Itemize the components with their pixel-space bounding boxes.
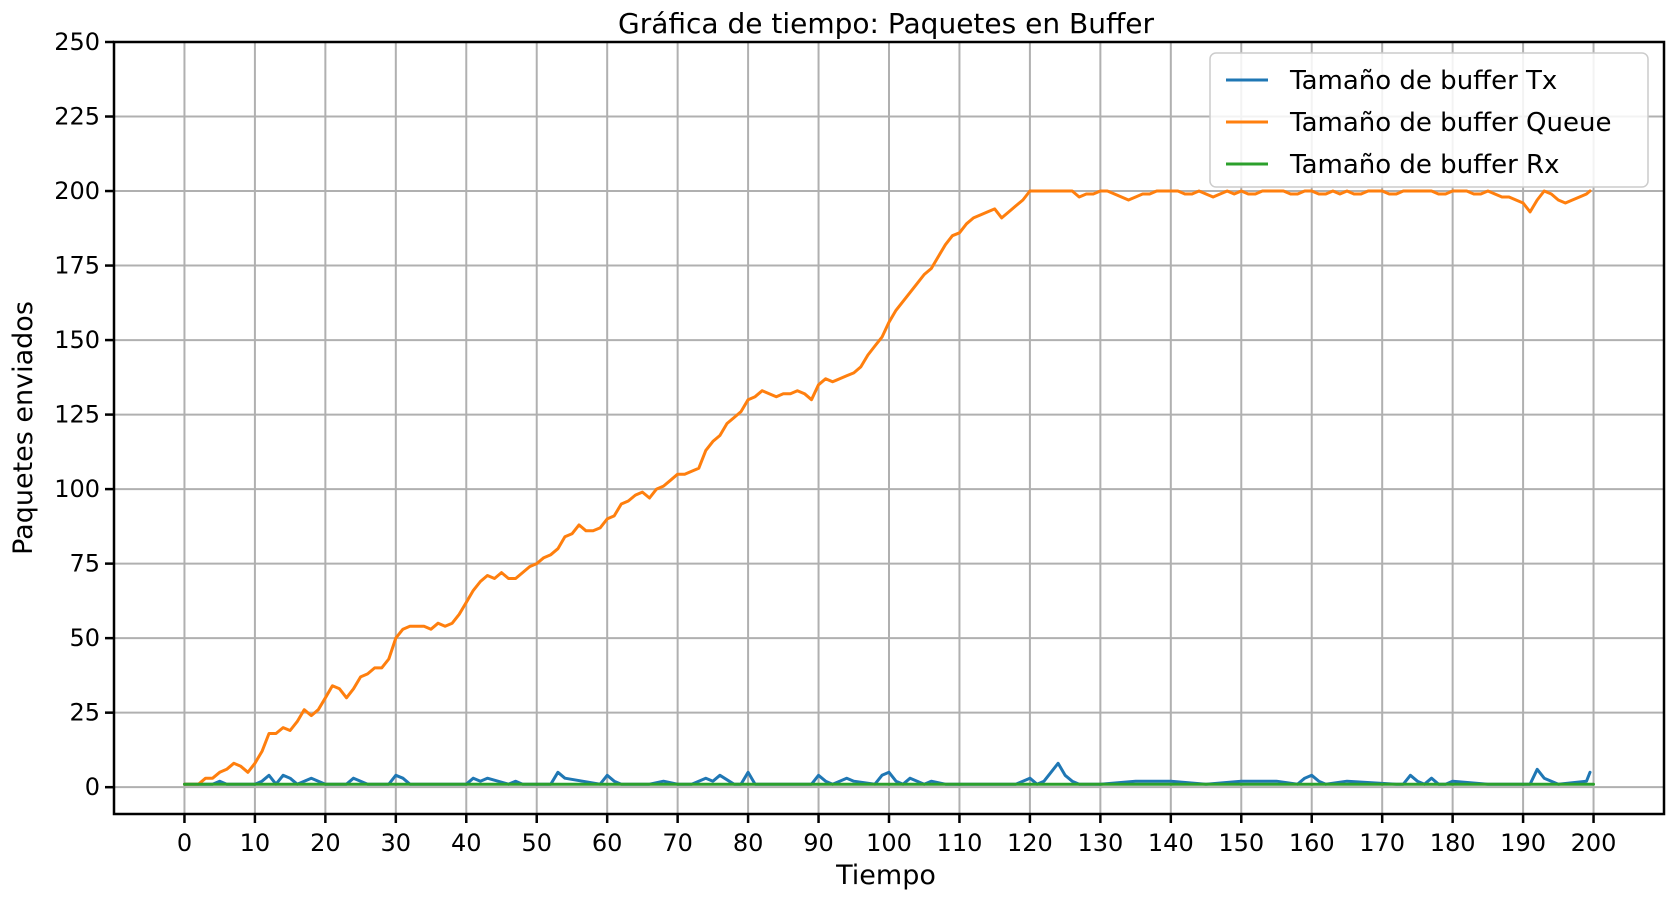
y-tick-label: 200 xyxy=(54,177,100,205)
legend: Tamaño de buffer Tx Tamaño de buffer Queu… xyxy=(1209,52,1649,188)
x-tick-label: 70 xyxy=(662,829,693,857)
x-tick-label: 110 xyxy=(937,829,983,857)
legend-label-1: Tamaño de buffer Tx xyxy=(1289,66,1557,96)
x-tick-label: 90 xyxy=(803,829,834,857)
legend-label-2: Tamaño de buffer Queue xyxy=(1289,108,1611,138)
x-tick-label: 20 xyxy=(310,829,341,857)
x-tick-label: 10 xyxy=(240,829,271,857)
x-tick-label: 30 xyxy=(381,829,412,857)
y-tick-label: 175 xyxy=(54,252,100,280)
x-tick-label: 170 xyxy=(1359,829,1405,857)
x-tick-label: 50 xyxy=(521,829,552,857)
x-tick-label: 120 xyxy=(1007,829,1053,857)
y-tick-label: 125 xyxy=(54,401,100,429)
legend-box xyxy=(1209,52,1649,188)
y-axis-label: Paquetes enviados xyxy=(8,301,39,555)
chart-title: Gráfica de tiempo: Paquetes en Buffer xyxy=(618,7,1154,40)
x-tick-label: 80 xyxy=(733,829,764,857)
x-tick-label: 140 xyxy=(1148,829,1194,857)
y-tick-label: 0 xyxy=(85,773,100,801)
x-tick-label: 160 xyxy=(1289,829,1335,857)
x-tick-label: 190 xyxy=(1500,829,1546,857)
x-tick-label: 180 xyxy=(1430,829,1476,857)
x-tick-label: 200 xyxy=(1571,829,1617,857)
y-tick-label: 50 xyxy=(69,624,100,652)
x-axis-label: Tiempo xyxy=(835,860,936,891)
y-axis: 0 25 50 75 100 125 150 175 200 225 250 xyxy=(54,28,114,801)
grid xyxy=(114,41,1664,814)
x-tick-label: 40 xyxy=(451,829,482,857)
x-tick-label: 130 xyxy=(1077,829,1123,857)
x-tick-label: 150 xyxy=(1218,829,1264,857)
series-layer xyxy=(183,189,1595,786)
y-tick-label: 75 xyxy=(69,550,100,578)
x-tick-label: 100 xyxy=(866,829,912,857)
y-tick-label: 150 xyxy=(54,326,100,354)
legend-label-3: Tamaño de buffer Rx xyxy=(1289,150,1559,180)
y-tick-label: 225 xyxy=(54,103,100,131)
x-tick-label: 60 xyxy=(592,829,623,857)
series-line-2 xyxy=(183,189,1592,786)
y-tick-label: 250 xyxy=(54,28,100,56)
x-tick-label: 0 xyxy=(177,829,192,857)
y-tick-label: 100 xyxy=(54,475,100,503)
y-tick-label: 25 xyxy=(69,699,100,727)
x-axis: 0 10 20 30 40 50 60 70 80 90 100 110 120 130 140 150 160… xyxy=(177,814,1617,857)
